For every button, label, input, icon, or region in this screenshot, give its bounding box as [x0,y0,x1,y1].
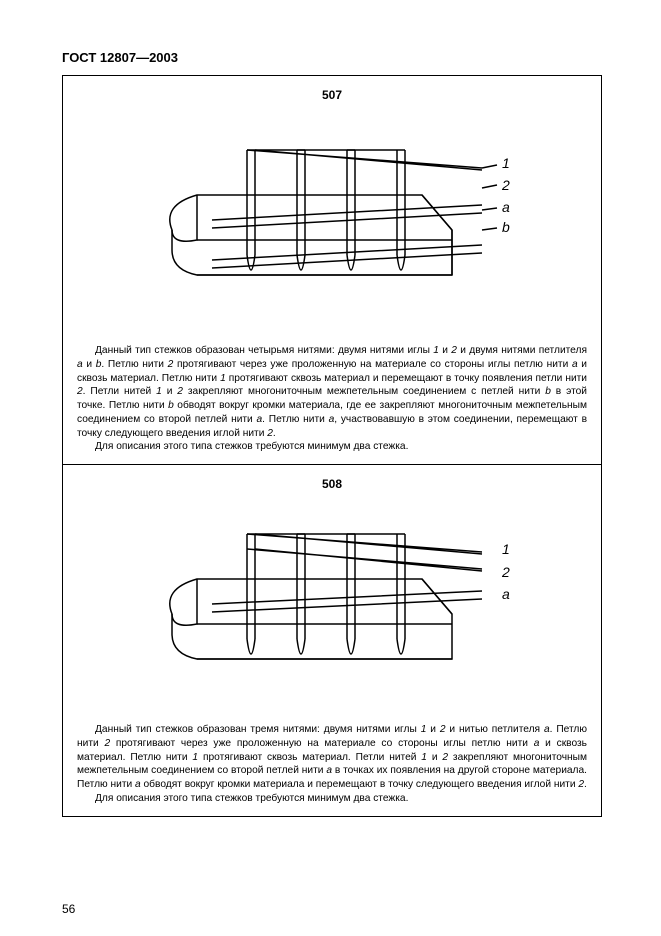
label-2: 2 [501,177,510,193]
document-header: ГОСТ 12807—2003 [62,50,611,65]
figure-508-number: 508 [77,477,587,491]
figure-507-number: 507 [77,88,587,102]
content-frame: 507 [62,75,602,817]
page-number: 56 [62,902,75,916]
label-a: a [502,586,510,602]
label-2: 2 [501,564,510,580]
label-b: b [502,219,510,235]
figure-507-description: Данный тип стежков образован четырьмя ни… [77,344,587,454]
figure-507-diagram: 1 2 a b [142,110,522,330]
para: Данный тип стежков образован четырьмя ни… [77,344,587,440]
label-1: 1 [502,155,510,171]
label-1: 1 [502,541,510,557]
para: Для описания этого типа стежков требуютс… [77,792,587,806]
figure-508-box: 508 [63,465,601,816]
figure-508-diagram: 1 2 a [142,499,522,709]
label-a: a [502,199,510,215]
figure-508-description: Данный тип стежков образован тремя нитям… [77,723,587,806]
para: Данный тип стежков образован тремя нитям… [77,723,587,792]
figure-507-box: 507 [63,76,601,465]
para: Для описания этого типа стежков требуютс… [77,440,587,454]
